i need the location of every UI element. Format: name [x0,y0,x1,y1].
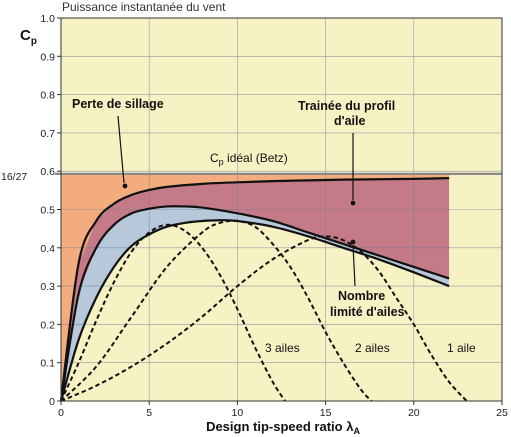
x-tick-label: 10 [232,407,244,419]
chart-title: Puissance instantanée du vent [62,0,226,14]
annotation-profile-drag-line2: d'aile [334,114,366,128]
y-axis-label-sub: p [31,36,37,47]
y-axis-label-main: C [20,27,31,44]
series-line-5 [60,219,373,402]
series-lines [59,176,468,402]
x-tick-label: 0 [58,407,64,419]
area-profile-drag [61,178,450,401]
y-tick-label: 0.9 [40,51,55,63]
pointer-wake-loss [117,115,125,184]
x-tick-label: 25 [496,407,508,419]
pointer-dot-blade-count [350,239,356,245]
annotation-pointers [117,115,356,287]
y-tick-label: 0.5 [40,205,55,217]
y-tick-label: 0.7 [40,128,55,140]
annotation-wake-loss: Perte de sillage [72,97,164,111]
y-tick-label: 0.6 [40,166,55,178]
y-tick-label: 1.0 [40,13,55,25]
series-line-1 [59,176,450,402]
x-axis-label-sub: A [353,426,360,436]
series-line-4 [60,223,286,402]
y-tick-label: 0.4 [40,243,55,255]
x-axis-label-main: Design tip-speed ratio λ [206,419,354,434]
x-tick-label: 5 [146,407,152,419]
pointer-dot-wake-loss [122,183,128,189]
annotation-profile-drag-line1: Trainée du profil [298,99,395,113]
betz-label-sub: p [219,157,224,167]
y-tick-label: 0 [49,396,55,408]
series-label-1-blade: 1 aile [447,341,476,355]
area-fills [61,173,450,401]
x-tick-label: 20 [408,407,420,419]
annotation-blade-count-line1: Nombre [338,289,385,303]
area-wake-loss [61,173,450,401]
y-tick-label: 0.1 [40,358,55,370]
series-line-6 [60,235,468,402]
y-tick-label: 0.2 [40,319,55,331]
pointer-blade-count [352,244,356,287]
y-tick-label: 0.3 [40,281,55,293]
betz-tick-label: 16/27 [1,171,27,183]
y-tick-label: 0.8 [40,90,55,102]
series-label-3-blades: 3 ailes [265,341,300,355]
x-axis-label: Design tip-speed ratio λA [206,419,360,436]
betz-label-main: C [210,151,219,165]
annotation-blade-count-line2: limité d'ailes [330,305,405,319]
x-tick-label: 15 [320,407,332,419]
series-line-2 [59,205,450,402]
y-axis-label: Cp [20,27,37,47]
betz-label-rest: idéal (Betz) [224,151,288,165]
betz-label: Cp idéal (Betz) [210,151,288,167]
pointer-dot-profile-drag [350,200,356,206]
series-label-2-blades: 2 ailes [355,341,390,355]
axes: 0 0.1 0.2 0.3 0.4 0.5 0.6 0.7 0.8 0.9 1.0 0 5 10 15 20 2… [40,13,508,419]
